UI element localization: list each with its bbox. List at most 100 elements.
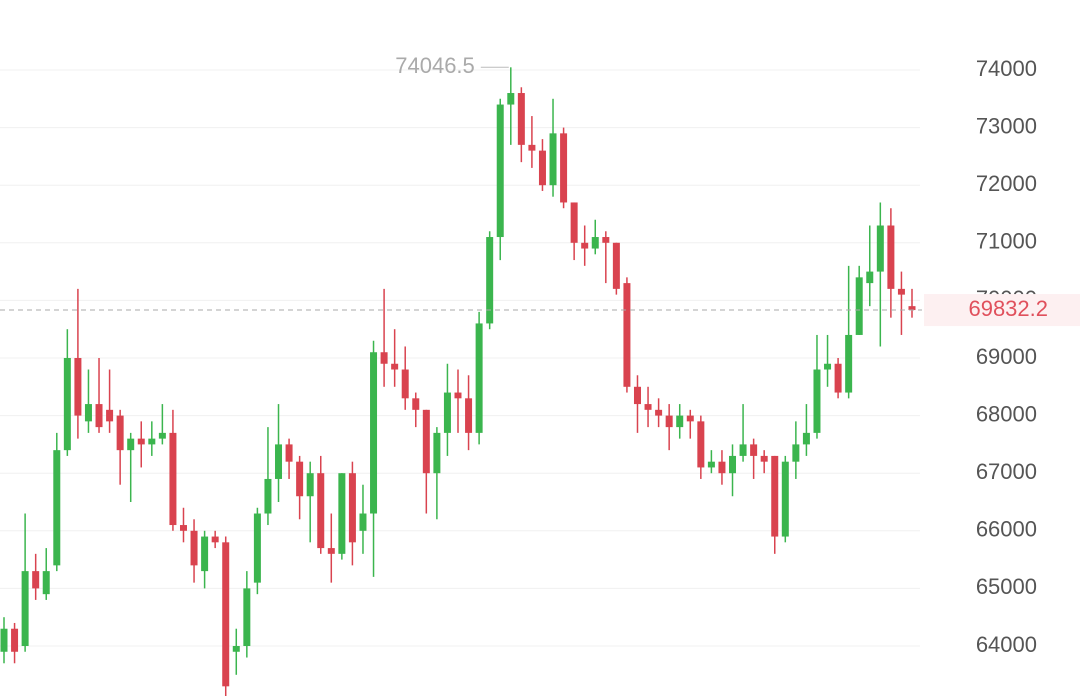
candle-body xyxy=(855,277,863,335)
candle-body xyxy=(665,415,673,428)
candle-body xyxy=(676,415,684,428)
candle-body xyxy=(401,369,409,399)
candle-body xyxy=(760,455,768,462)
candle-body xyxy=(422,409,430,474)
candle-body xyxy=(897,288,905,295)
candle-body xyxy=(285,444,293,462)
candle-body xyxy=(211,536,219,543)
candle-body xyxy=(84,404,92,422)
candle-body xyxy=(612,242,620,289)
candle-body xyxy=(32,571,40,589)
candle-body xyxy=(158,432,166,439)
candle-body xyxy=(296,461,304,497)
candle-body xyxy=(549,133,557,186)
y-tick-label: 68000 xyxy=(976,401,1037,426)
candle-body xyxy=(253,513,261,583)
candle-body xyxy=(581,242,589,249)
candle-body xyxy=(528,144,536,151)
candle-body xyxy=(391,363,399,370)
candle-body xyxy=(359,513,367,531)
candle-body xyxy=(275,444,283,479)
y-tick-label: 65000 xyxy=(976,574,1037,599)
candle-body xyxy=(222,542,230,687)
candle-body xyxy=(729,455,737,474)
candle-body xyxy=(306,473,314,497)
candle-body xyxy=(106,409,114,422)
candle-body xyxy=(781,461,789,537)
candle-body xyxy=(845,334,853,393)
candle-body xyxy=(475,323,483,433)
candle-body xyxy=(507,93,515,105)
candle-body xyxy=(496,104,504,238)
candle-body xyxy=(465,398,473,433)
candle-body xyxy=(148,438,156,445)
y-tick-label: 69000 xyxy=(976,344,1037,369)
y-tick-label: 67000 xyxy=(976,459,1037,484)
candle-body xyxy=(63,357,71,451)
candle-body xyxy=(137,438,145,445)
candle-body xyxy=(42,571,50,595)
candle-body xyxy=(802,432,810,445)
candle-body xyxy=(95,404,103,428)
candle-body xyxy=(866,271,874,284)
candle-body xyxy=(0,628,8,652)
candle-body xyxy=(771,455,779,537)
candle-body xyxy=(644,404,652,410)
candle-body xyxy=(834,363,842,393)
max-label: 74046.5 xyxy=(395,53,475,78)
candle-body xyxy=(887,225,895,289)
candle-body xyxy=(179,525,187,531)
candle-body xyxy=(348,473,356,543)
y-tick-label: 73000 xyxy=(976,113,1037,138)
candle-body xyxy=(433,432,441,474)
y-tick-label: 71000 xyxy=(976,229,1037,254)
candle-body xyxy=(707,461,715,468)
candle-body xyxy=(443,392,451,433)
candle-body xyxy=(686,415,694,422)
candle-body xyxy=(908,306,916,311)
candle-body xyxy=(127,438,135,451)
candle-body xyxy=(380,352,388,364)
candle-body xyxy=(412,398,420,410)
candle-body xyxy=(876,225,884,272)
candle-body xyxy=(317,473,325,549)
candle-body xyxy=(370,352,378,514)
candle-body xyxy=(655,409,663,416)
candle-body xyxy=(454,392,462,399)
price-label: 69832.2 xyxy=(968,296,1048,321)
price-label-bg xyxy=(924,294,1080,327)
y-tick-label: 74000 xyxy=(976,56,1037,81)
candle-body xyxy=(718,461,726,474)
candle-body xyxy=(243,588,251,647)
candle-body xyxy=(327,548,335,554)
candle-body xyxy=(53,450,61,566)
y-tick-label: 64000 xyxy=(976,632,1037,657)
candle-body xyxy=(792,444,800,462)
candle-body xyxy=(633,386,641,405)
candle-body xyxy=(11,628,19,652)
candle-body xyxy=(750,444,758,456)
candle-body xyxy=(190,530,198,566)
candle-body xyxy=(74,357,82,416)
candle-body xyxy=(602,237,610,243)
candle-body xyxy=(824,363,832,370)
y-tick-label: 66000 xyxy=(976,517,1037,542)
candle-body xyxy=(232,646,240,652)
candle-body xyxy=(201,536,209,572)
candle-body xyxy=(538,150,546,186)
candle-body xyxy=(813,369,821,433)
candle-body xyxy=(591,237,599,249)
candle-body xyxy=(21,571,29,647)
candle-body xyxy=(169,432,177,526)
candle-body xyxy=(264,478,272,514)
candle-body xyxy=(116,415,124,451)
candle-body xyxy=(623,283,631,387)
candle-body xyxy=(739,444,747,456)
candle-body xyxy=(486,237,494,324)
candle-body xyxy=(697,421,705,468)
candle-body xyxy=(338,473,346,554)
candle-body xyxy=(560,133,568,203)
y-tick-label: 72000 xyxy=(976,171,1037,196)
